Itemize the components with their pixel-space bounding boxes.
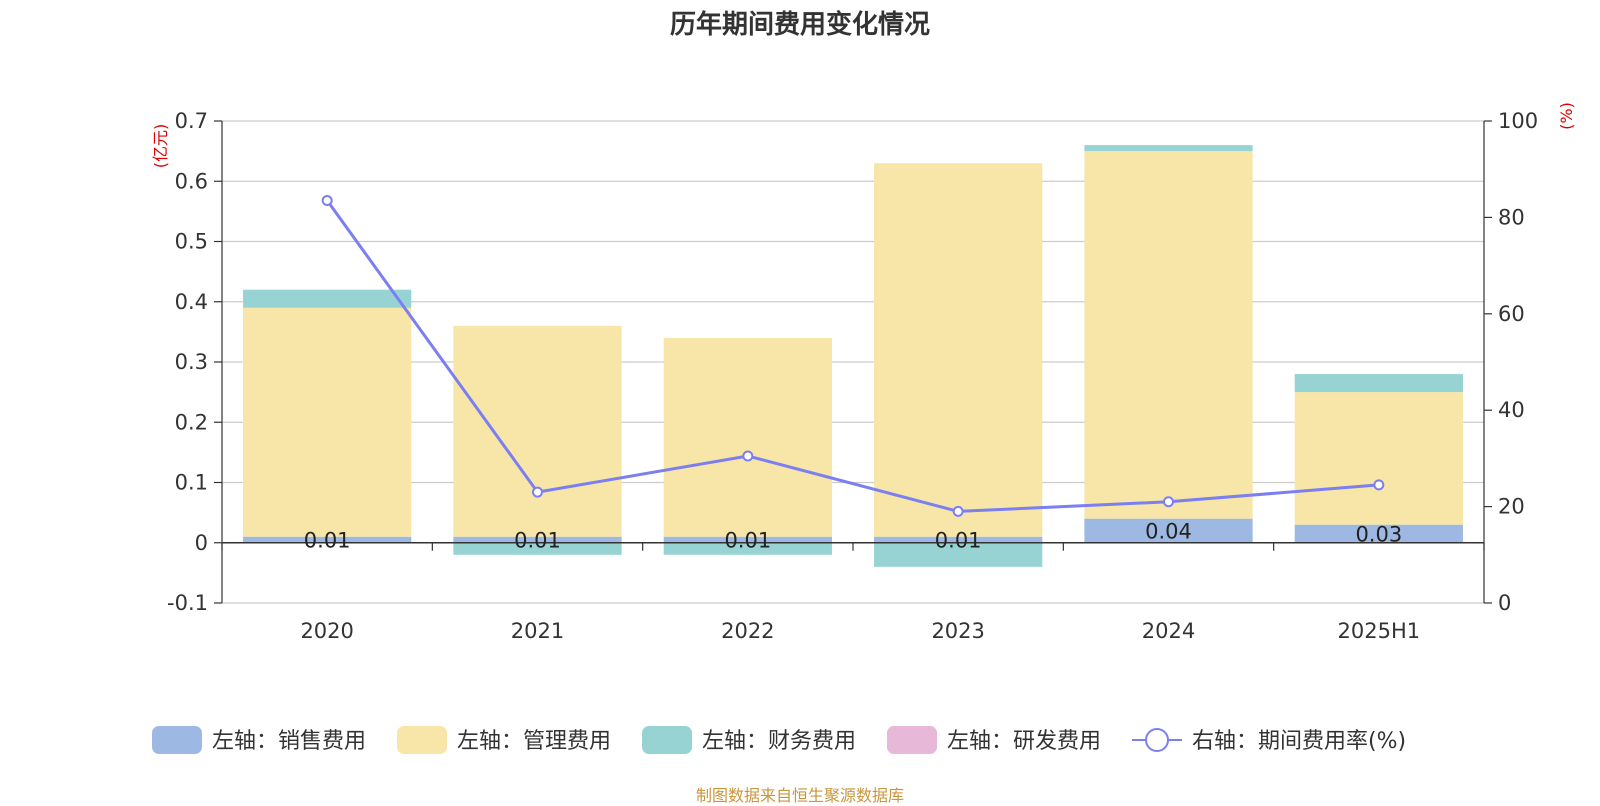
data-label: 0.03 bbox=[1355, 523, 1402, 547]
line-point-2020 bbox=[321, 195, 333, 207]
bar-左轴：管理费用-2024 bbox=[1084, 151, 1253, 519]
bar-左轴：管理费用-2020 bbox=[243, 307, 412, 537]
data-label: 0.04 bbox=[1145, 520, 1192, 544]
legend-label: 右轴：期间费用率(%) bbox=[1192, 729, 1406, 754]
bar-左轴：管理费用-2021 bbox=[453, 325, 622, 537]
left-tick-label: 0.7 bbox=[175, 109, 208, 133]
line-point-2022 bbox=[742, 450, 754, 462]
bar-左轴：财务费用-2022 bbox=[663, 542, 832, 555]
line-series-rate bbox=[325, 199, 1379, 513]
x-tick-label: 2024 bbox=[1142, 619, 1195, 643]
legend-swatch bbox=[397, 726, 447, 754]
bar-左轴：管理费用-2022 bbox=[663, 337, 832, 537]
legend-label: 左轴：财务费用 bbox=[702, 729, 856, 754]
bar-左轴：财务费用-2023 bbox=[874, 542, 1043, 567]
right-axis-unit: (%) bbox=[1557, 102, 1576, 130]
data-label: 0.01 bbox=[514, 529, 561, 553]
x-tick-label: 2022 bbox=[721, 619, 774, 643]
bar-左轴：销售费用-2020 bbox=[243, 536, 412, 543]
right-tick-label: 100 bbox=[1498, 109, 1538, 133]
left-tick-label: 0.2 bbox=[175, 410, 208, 434]
left-tick-label: 0 bbox=[195, 531, 208, 555]
legend-label: 左轴：销售费用 bbox=[212, 729, 366, 754]
legend-circle-swatch bbox=[1145, 728, 1169, 752]
bar-左轴：财务费用-2024 bbox=[1084, 145, 1253, 152]
x-tick-label: 2020 bbox=[300, 619, 353, 643]
legend-label: 左轴：研发费用 bbox=[947, 729, 1101, 754]
left-axis-unit: (亿元) bbox=[151, 124, 170, 169]
x-tick-label: 2023 bbox=[931, 619, 984, 643]
left-tick-label: 0.3 bbox=[175, 350, 208, 374]
right-tick-label: 40 bbox=[1498, 398, 1525, 422]
line-point-2023 bbox=[952, 505, 964, 517]
right-tick-label: 20 bbox=[1498, 495, 1525, 519]
source-note: 制图数据来自恒生聚源数据库 bbox=[695, 786, 904, 805]
x-tick-label: 2025H1 bbox=[1338, 619, 1421, 643]
bar-左轴：销售费用-2022 bbox=[663, 536, 832, 543]
legend-swatch bbox=[642, 726, 692, 754]
left-tick-label: 0.4 bbox=[175, 290, 208, 314]
left-tick-label: -0.1 bbox=[167, 591, 208, 615]
bar-左轴：销售费用-2025H1 bbox=[1294, 524, 1463, 543]
line-point-2024 bbox=[1163, 496, 1174, 508]
bar-左轴：销售费用-2024 bbox=[1084, 518, 1253, 543]
legend-swatch bbox=[152, 726, 202, 754]
bar-左轴：管理费用-2023 bbox=[874, 163, 1043, 537]
bar-左轴：财务费用-2020 bbox=[243, 289, 412, 308]
right-tick-label: 80 bbox=[1498, 205, 1525, 229]
data-label: 0.01 bbox=[304, 529, 351, 553]
right-tick-label: 0 bbox=[1498, 591, 1511, 615]
data-label: 0.01 bbox=[724, 529, 771, 553]
legend-swatch bbox=[887, 726, 937, 754]
left-tick-label: 0.5 bbox=[175, 230, 208, 254]
left-tick-label: 0.6 bbox=[175, 169, 208, 193]
right-tick-label: 60 bbox=[1498, 302, 1525, 326]
legend-label: 左轴：管理费用 bbox=[457, 729, 611, 754]
left-tick-label: 0.1 bbox=[175, 471, 208, 495]
bar-左轴：财务费用-2021 bbox=[453, 542, 622, 555]
bar-左轴：销售费用-2023 bbox=[874, 536, 1043, 543]
x-tick-label: 2021 bbox=[511, 619, 564, 643]
line-point-2021 bbox=[532, 486, 543, 498]
chart-title: 历年期间费用变化情况 bbox=[669, 10, 930, 40]
bar-左轴：管理费用-2025H1 bbox=[1294, 392, 1463, 525]
data-label: 0.01 bbox=[935, 529, 982, 553]
line-point-2025H1 bbox=[1373, 479, 1385, 491]
bar-左轴：财务费用-2025H1 bbox=[1294, 374, 1463, 393]
bar-左轴：销售费用-2021 bbox=[453, 536, 622, 543]
